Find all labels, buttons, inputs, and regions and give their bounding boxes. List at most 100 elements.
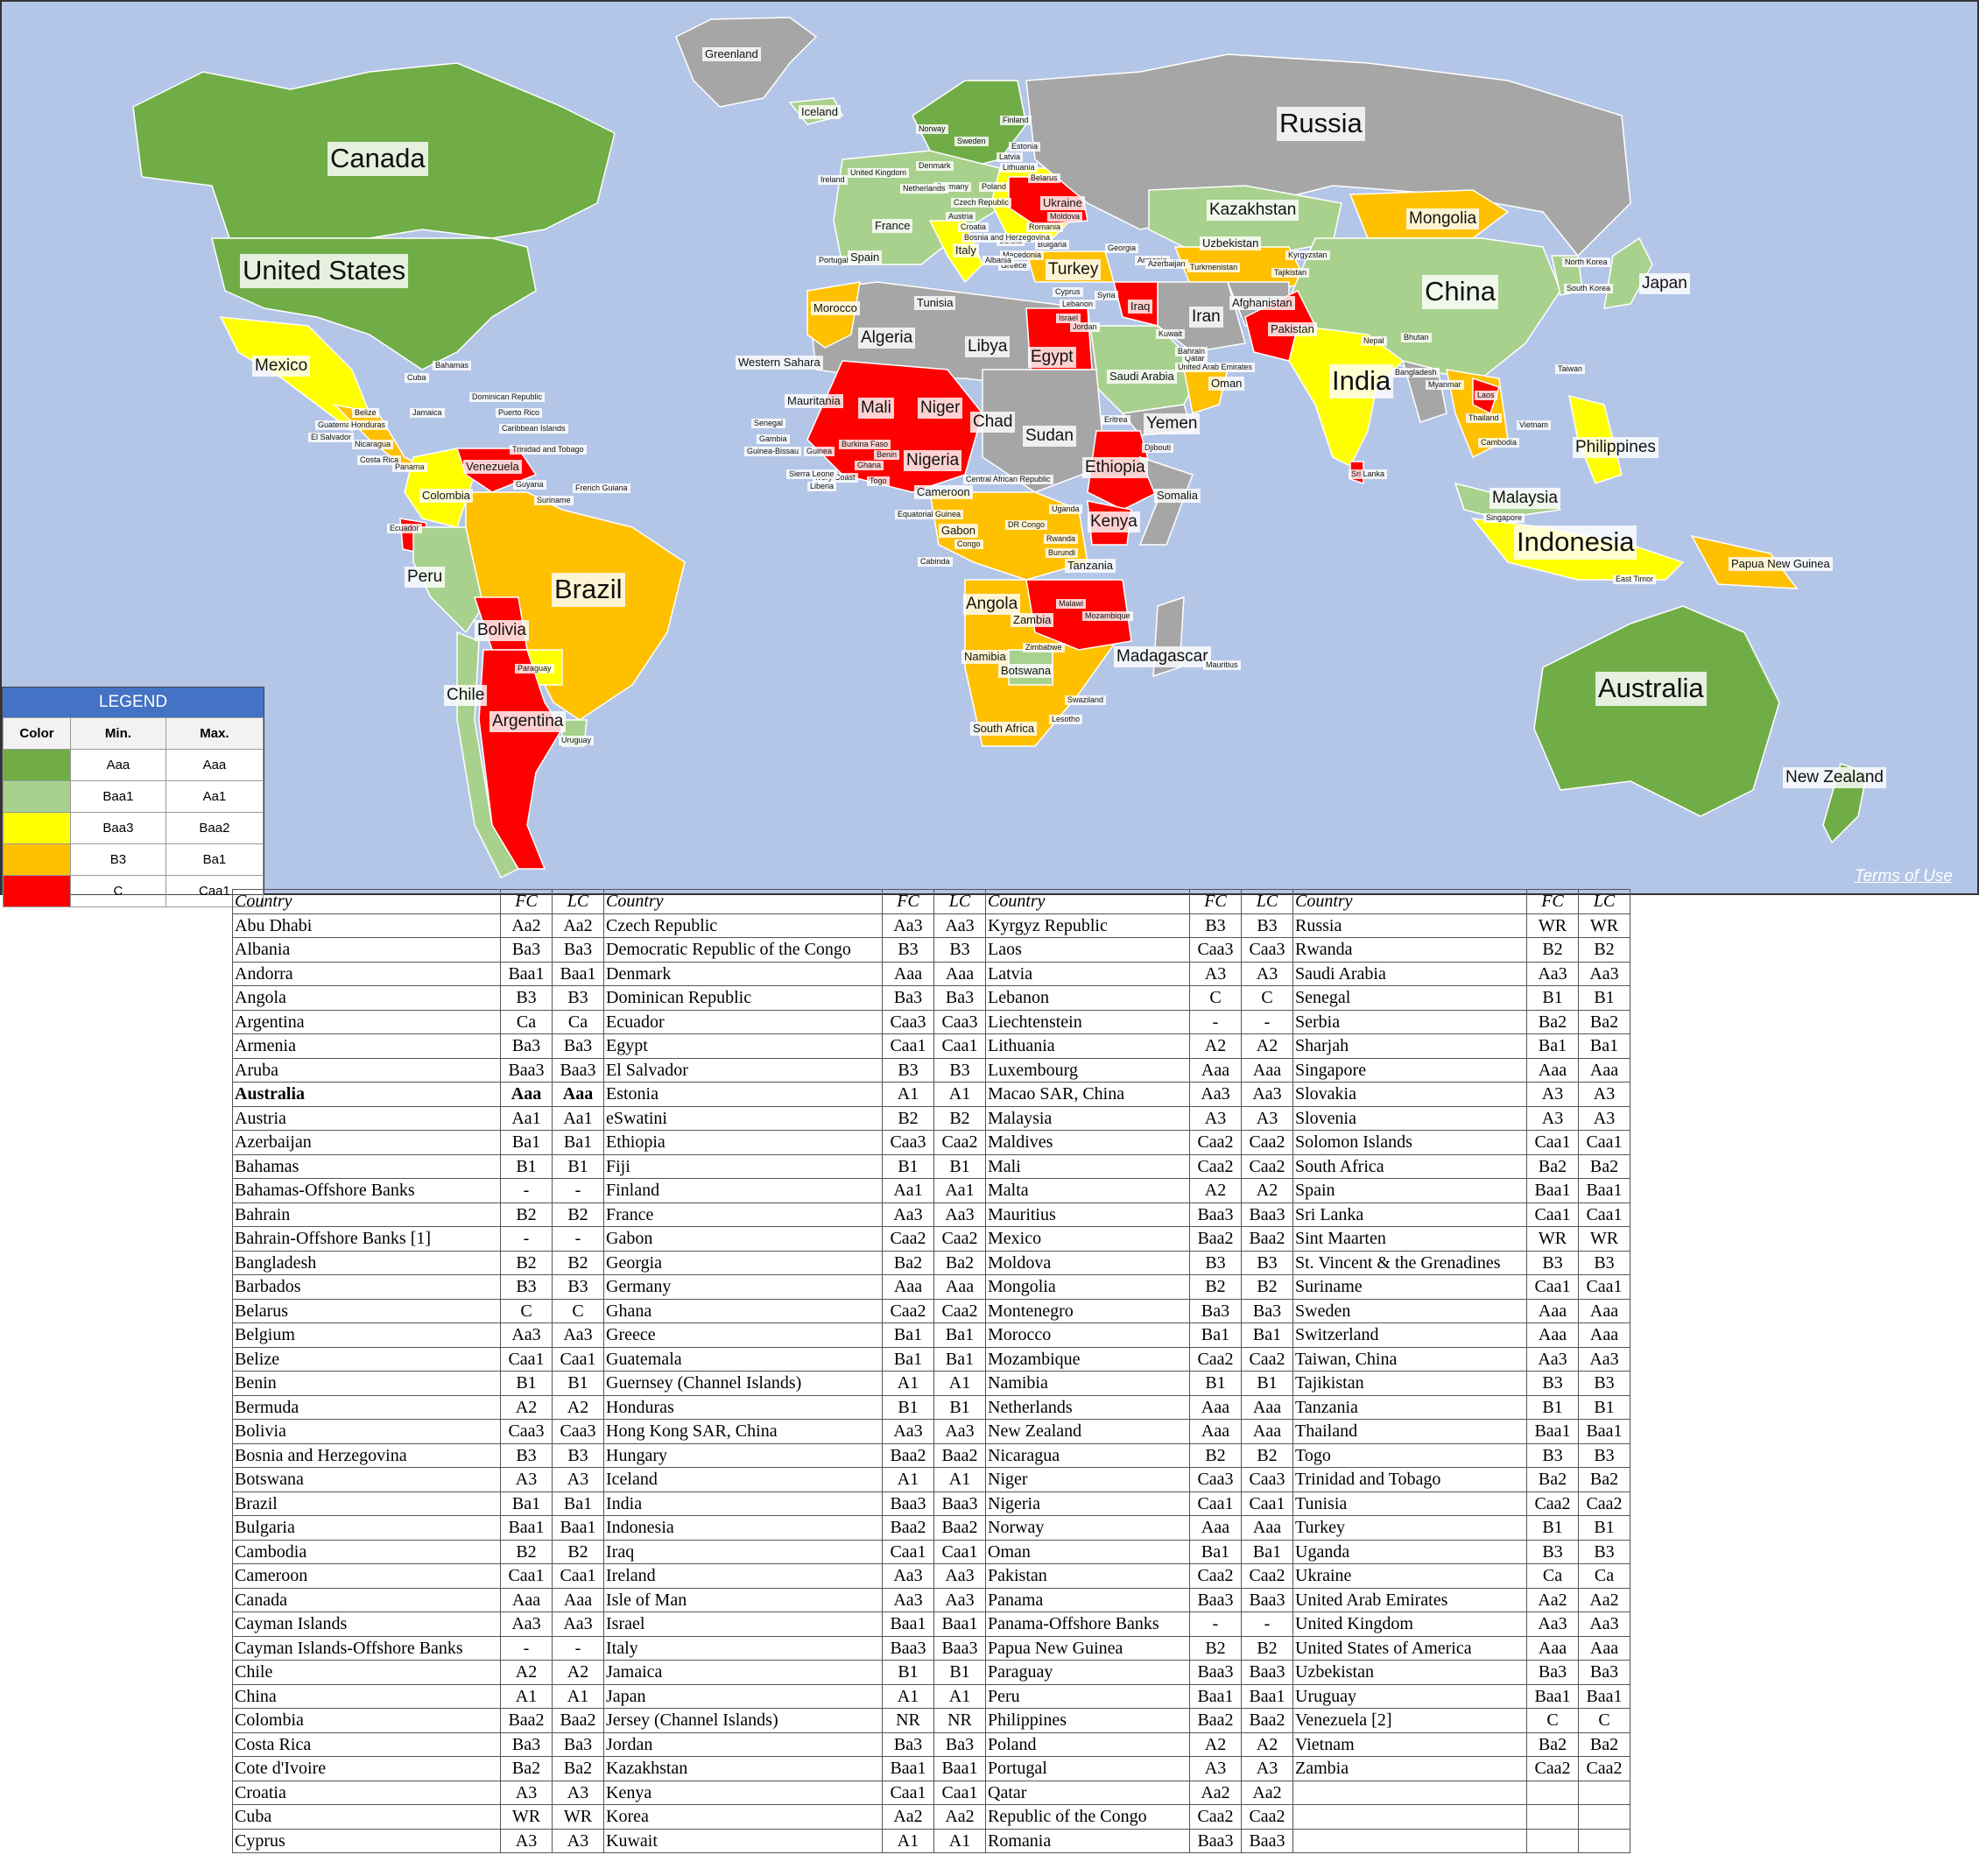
fc-rating-cell: C (1189, 985, 1242, 1011)
fc-rating-cell: Aaa (500, 1082, 553, 1107)
lc-rating-cell: B3 (1241, 1250, 1293, 1275)
fc-rating-cell: Baa2 (500, 1708, 553, 1733)
map-label-indonesia: Indonesia (1514, 525, 1637, 560)
country-cell: Abu Dhabi (232, 913, 501, 938)
fc-rating-cell: WR (1526, 1226, 1579, 1252)
map-label-botswana: Botswana (998, 664, 1054, 679)
country-cell: Switzerland (1292, 1322, 1527, 1348)
map-label-taiwan: Taiwan (1555, 364, 1586, 375)
table-row: Barbados B3 B3 Germany Aaa Aaa Mongolia B2 B2 Sur… (232, 1274, 1630, 1300)
lc-rating-cell: Caa1 (933, 1539, 986, 1564)
legend: LEGEND Color Min. Max. Aaa Aaa Baa1 Aa1 Baa3… (2, 687, 264, 907)
lc-rating-cell: Ba3 (933, 1731, 986, 1757)
lc-rating-cell: Baa1 (1578, 1683, 1630, 1709)
country-cell: Ireland (603, 1563, 883, 1589)
map-label-united-kingdom: United Kingdom (848, 168, 910, 179)
country-cell (1292, 1804, 1527, 1830)
lc-rating-cell: Ba3 (933, 985, 986, 1011)
fc-rating-cell: A2 (1189, 1033, 1242, 1059)
lc-rating-cell: Aaa (1241, 1515, 1293, 1541)
lc-rating-cell: A2 (1241, 1033, 1293, 1059)
table-row: Botswana A3 A3 Iceland A1 A1 Niger Caa3 Caa3 Trin… (232, 1467, 1630, 1492)
table-row: Cambodia B2 B2 Iraq Caa1 Caa1 Oman Ba1 Ba1 Uganda… (232, 1539, 1630, 1564)
fc-rating-cell: Ba1 (882, 1322, 934, 1348)
fc-rating-cell: Aa1 (882, 1178, 934, 1203)
world-map[interactable]: Greenland Canada United States Mexico Russia… (0, 0, 1979, 895)
legend-max: Baa2 (165, 812, 264, 844)
country-cell: Malta (985, 1178, 1190, 1203)
lc-rating-cell: Aa3 (933, 1419, 986, 1444)
lc-rating-cell: Caa2 (933, 1298, 986, 1323)
lc-rating-cell: Aaa (1578, 1057, 1630, 1083)
map-label-myanmar: Myanmar (1426, 380, 1464, 391)
map-label-east-timor: East Timor (1613, 575, 1657, 585)
terms-of-use-link[interactable]: Terms of Use (1854, 867, 1953, 885)
fc-rating-cell: B3 (1526, 1539, 1579, 1564)
lc-rating-cell: C (1578, 1708, 1630, 1733)
table-row: Brazil Ba1 Ba1 India Baa3 Baa3 Nigeria Caa1 Caa1… (232, 1491, 1630, 1516)
table-row: Cayman Islands Aa3 Aa3 Israel Baa1 Baa1 Panama… (232, 1612, 1630, 1637)
table-row: Canada Aaa Aaa Isle of Man Aa3 Aa3 Panama Baa3 B… (232, 1587, 1630, 1612)
fc-rating-cell: B2 (500, 1539, 553, 1564)
legend-row: Aaa Aaa (3, 749, 264, 781)
fc-rating-cell: Caa3 (882, 1130, 934, 1155)
map-label-azerbaijan: Azerbaijan (1145, 259, 1188, 270)
map-label-united-states: United States (240, 254, 409, 288)
map-label-cuba: Cuba (405, 373, 429, 384)
lc-rating-cell: Caa2 (1241, 1563, 1293, 1589)
fc-rating-cell: B3 (500, 985, 553, 1011)
country-cell: Greece (603, 1322, 883, 1348)
map-label-mauritius: Mauritius (1203, 660, 1241, 671)
lc-rating-cell: - (552, 1178, 604, 1203)
legend-table: Color Min. Max. Aaa Aaa Baa1 Aa1 Baa3 Baa2 B3 B… (3, 717, 264, 907)
lc-rating-cell: Aa3 (552, 1612, 604, 1637)
lc-rating-cell: C (552, 1298, 604, 1323)
map-label-afghanistan: Afghanistan (1229, 296, 1295, 311)
lc-rating-cell: A1 (552, 1683, 604, 1709)
country-cell: Moldova (985, 1250, 1190, 1275)
fc-rating-cell: WR (500, 1804, 553, 1830)
table-row: Azerbaijan Ba1 Ba1 Ethiopia Caa3 Caa2 Maldives… (232, 1130, 1630, 1155)
fc-rating-cell: Aa2 (1526, 1587, 1579, 1612)
table-row: Andorra Baa1 Baa1 Denmark Aaa Aaa Latvia A3 A3 Sa… (232, 961, 1630, 986)
lc-rating-cell: Ba3 (552, 937, 604, 963)
country-cell: India (603, 1491, 883, 1516)
country-cell: Belarus (232, 1298, 501, 1323)
ratings-header-country: Country (1292, 889, 1527, 914)
country-cell: Finland (603, 1178, 883, 1203)
fc-rating-cell: Caa2 (1526, 1491, 1579, 1516)
map-label-georgia: Georgia (1105, 243, 1139, 254)
fc-rating-cell: Aaa (1526, 1322, 1579, 1348)
country-cell: eSwatini (603, 1105, 883, 1131)
ratings-header-country: Country (232, 889, 501, 914)
lc-rating-cell: Aaa (1241, 1419, 1293, 1444)
table-row: Angola B3 B3 Dominican Republic Ba3 Ba3 Lebano… (232, 985, 1630, 1011)
fc-rating-cell: Aa3 (882, 913, 934, 938)
lc-rating-cell: B1 (552, 1153, 604, 1179)
lc-rating-cell: Caa2 (933, 1130, 986, 1155)
country-cell: Mauritius (985, 1202, 1190, 1227)
lc-rating-cell: B1 (1578, 1394, 1630, 1420)
country-cell: Vietnam (1292, 1731, 1527, 1757)
map-label-burkina-faso: Burkina Faso (839, 440, 891, 450)
country-cell: China (232, 1683, 501, 1709)
map-label-french-guiana: French Guiana (573, 483, 630, 494)
legend-header-min: Min. (70, 717, 166, 750)
map-label-dr-congo: DR Congo (1005, 520, 1048, 531)
country-cell: St. Vincent & the Grenadines (1292, 1250, 1527, 1275)
country-cell: Uzbekistan (1292, 1660, 1527, 1685)
lc-rating-cell: B2 (1241, 1635, 1293, 1661)
legend-min: C (70, 875, 166, 907)
map-label-syria: Syria (1095, 291, 1118, 301)
map-label-spain: Spain (848, 250, 883, 265)
lc-rating-cell (1578, 1828, 1630, 1853)
fc-rating-cell: Ba1 (1189, 1322, 1242, 1348)
country-cell: Tanzania (1292, 1394, 1527, 1420)
country-cell: Tajikistan (1292, 1371, 1527, 1396)
country-cell: Panama-Offshore Banks (985, 1612, 1190, 1637)
country-cell: Norway (985, 1515, 1190, 1541)
lc-rating-cell: Caa1 (552, 1563, 604, 1589)
map-label-vietnam: Vietnam (1517, 420, 1551, 431)
fc-rating-cell (1526, 1828, 1579, 1853)
country-cell: Bahrain-Offshore Banks [1] (232, 1226, 501, 1252)
